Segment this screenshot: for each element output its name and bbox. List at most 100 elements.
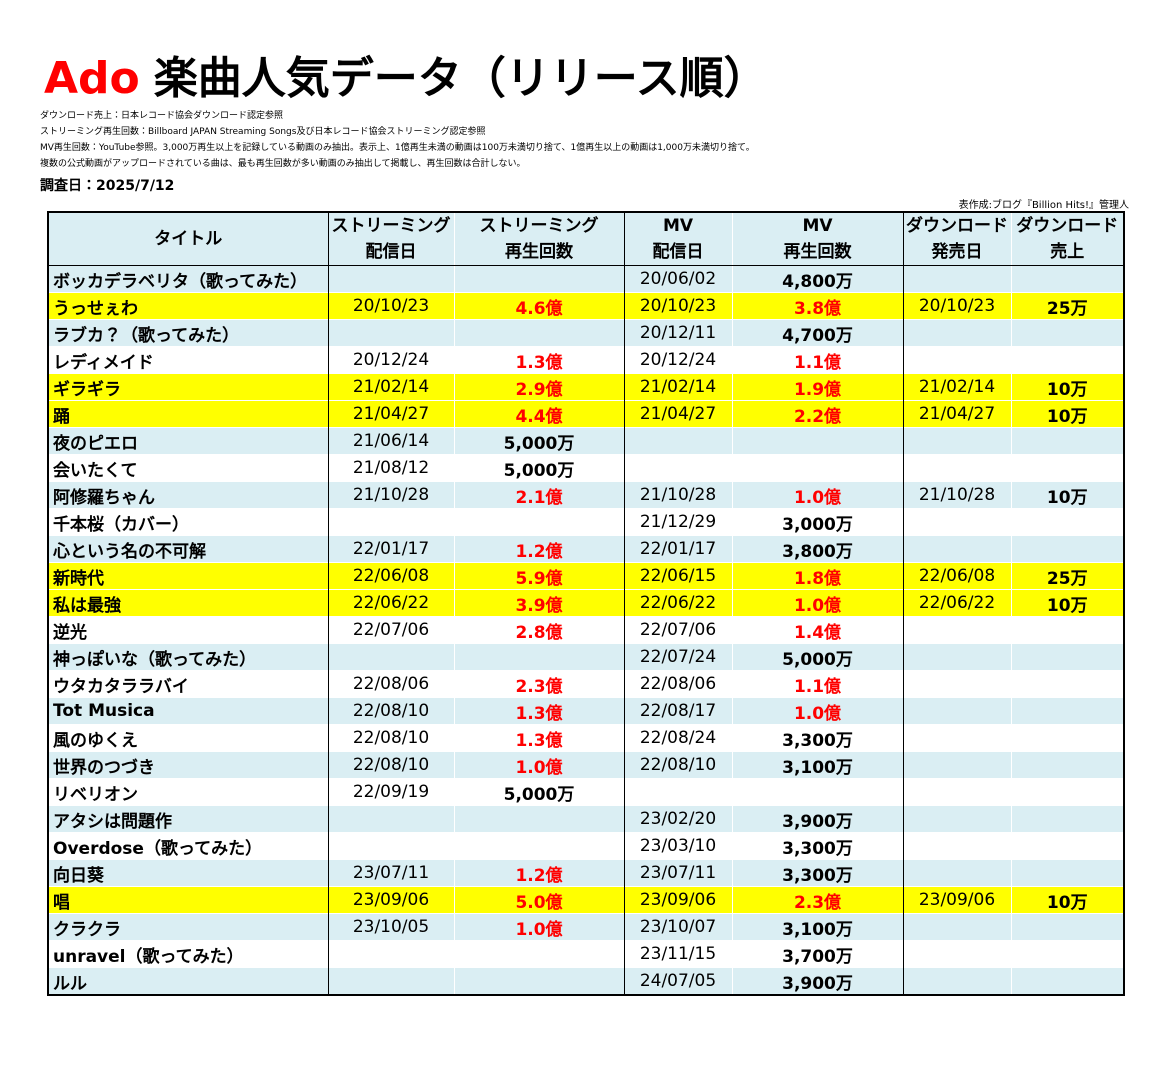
header-line: 再生回数 (783, 242, 852, 262)
table-cell: 3,300万 (732, 724, 904, 752)
table-row: 風のゆくえ 22/08/10 1.3億 22/08/24 3,300万 (48, 724, 1125, 752)
table-cell: 25万 (1011, 562, 1125, 590)
note-line: ストリーミング再生回数：Billboard JAPAN Streaming So… (40, 127, 486, 137)
table-cell: 21/02/14 (624, 373, 733, 401)
table-cell: 22/01/17 (328, 535, 455, 563)
table-cell: 22/08/06 (624, 670, 733, 698)
table-row: 阿修羅ちゃん 21/10/28 2.1億 21/10/28 1.0億 21/10/28 10… (48, 481, 1125, 509)
header-line: タイトル (154, 229, 223, 249)
table-cell: 5,000万 (732, 643, 904, 671)
note-line: ダウンロード売上：日本レコード協会ダウンロード認定参照 (40, 111, 284, 121)
table-cell: 5,000万 (454, 454, 625, 482)
table-cell: 4,800万 (732, 265, 904, 293)
table-cell: 1.0億 (732, 589, 904, 617)
table-cell (328, 967, 455, 995)
table-cell: 2.3億 (454, 670, 625, 698)
header-line: ストリーミング (331, 216, 451, 236)
table-cell (1011, 265, 1125, 293)
table-cell: 4.6億 (454, 292, 625, 320)
header-line: 再生回数 (505, 242, 573, 262)
table-cell (1011, 724, 1125, 752)
table-cell: リベリオン (48, 778, 329, 806)
table-cell: 3,300万 (732, 859, 904, 887)
table-cell: 21/10/28 (328, 481, 455, 509)
table-cell: うっせぇわ (48, 292, 329, 320)
table-cell (454, 805, 625, 833)
table-cell (903, 319, 1012, 347)
table-cell: 10万 (1011, 481, 1125, 509)
table-row: ラブカ？（歌ってみた） 20/12/11 4,700万 (48, 319, 1125, 347)
table-cell (1011, 832, 1125, 860)
table-cell: 4.4億 (454, 400, 625, 428)
table-cell: 23/10/07 (624, 913, 733, 941)
table-cell: 1.0億 (454, 751, 625, 779)
table-cell (454, 967, 625, 995)
table-cell (454, 508, 625, 536)
table-cell: 5.0億 (454, 886, 625, 914)
table-cell: 3.9億 (454, 589, 625, 617)
table-cell: 10万 (1011, 886, 1125, 914)
table-cell (454, 940, 625, 968)
table-cell (903, 859, 1012, 887)
table-cell: 1.3億 (454, 697, 625, 725)
table-cell (903, 643, 1012, 671)
table-cell: 2.1億 (454, 481, 625, 509)
table-cell (903, 805, 1012, 833)
header-line: ダウンロード (906, 216, 1008, 236)
table-cell: 22/06/08 (328, 562, 455, 590)
table-cell: 22/08/06 (328, 670, 455, 698)
table-cell: 22/06/22 (328, 589, 455, 617)
note-line: 複数の公式動画がアップロードされている曲は、最も再生回数が多い動画のみ抽出して掲… (40, 159, 526, 169)
table-cell: 22/01/17 (624, 535, 733, 563)
header-line: 配信日 (652, 242, 704, 262)
table-cell (624, 778, 733, 806)
table-row: ギラギラ 21/02/14 2.9億 21/02/14 1.9億 21/02/14 10万 (48, 373, 1125, 401)
table-cell (454, 832, 625, 860)
column-header: MV 配信日 (624, 212, 733, 266)
table-cell: 5,000万 (454, 778, 625, 806)
table-cell: 23/11/15 (624, 940, 733, 968)
table-cell: 22/07/24 (624, 643, 733, 671)
table-cell: 神っぽいな（歌ってみた） (48, 643, 329, 671)
table-cell: 1.9億 (732, 373, 904, 401)
table-cell: 新時代 (48, 562, 329, 590)
credit: 表作成:ブログ『Billion Hits!』管理人 (958, 200, 1129, 211)
page-title: Ado 楽曲人気データ（リリース順） (44, 42, 768, 106)
table-cell (1011, 778, 1125, 806)
table-cell: ルル (48, 967, 329, 995)
table-cell: 踊 (48, 400, 329, 428)
table-cell: Tot Musica (48, 697, 329, 725)
table-cell (328, 940, 455, 968)
table-cell (1011, 751, 1125, 779)
table-cell: ウタカタララバイ (48, 670, 329, 698)
table-cell: 22/06/08 (903, 562, 1012, 590)
song-table: タイトル ストリーミング 配信日 ストリーミング 再生回数 MV 配信日 MV 再生回数 ダウンロ… (47, 211, 1125, 996)
table-cell: Overdose（歌ってみた） (48, 832, 329, 860)
table-cell: 3,800万 (732, 535, 904, 563)
table-cell: 3,900万 (732, 967, 904, 995)
table-cell: 21/10/28 (903, 481, 1012, 509)
table-row: 唱 23/09/06 5.0億 23/09/06 2.3億 23/09/06 10万 (48, 886, 1125, 914)
table-cell (1011, 643, 1125, 671)
table-cell: 1.0億 (732, 697, 904, 725)
table-cell: 4,700万 (732, 319, 904, 347)
table-cell (732, 427, 904, 455)
title-accent: Ado (44, 53, 140, 104)
table-row: アタシは問題作 23/02/20 3,900万 (48, 805, 1125, 833)
table-cell: 3,700万 (732, 940, 904, 968)
table-cell: 心という名の不可解 (48, 535, 329, 563)
table-cell: 22/08/10 (328, 751, 455, 779)
table-cell (903, 697, 1012, 725)
table-cell: 3,100万 (732, 913, 904, 941)
table-cell: 21/06/14 (328, 427, 455, 455)
table-cell: 1.1億 (732, 670, 904, 698)
table-cell: 私は最強 (48, 589, 329, 617)
table-cell: 21/12/29 (624, 508, 733, 536)
column-header: タイトル (48, 212, 329, 266)
table-cell: 21/02/14 (903, 373, 1012, 401)
table-row: Tot Musica 22/08/10 1.3億 22/08/17 1.0億 (48, 697, 1125, 725)
table-cell: 5,000万 (454, 427, 625, 455)
table-cell (903, 508, 1012, 536)
